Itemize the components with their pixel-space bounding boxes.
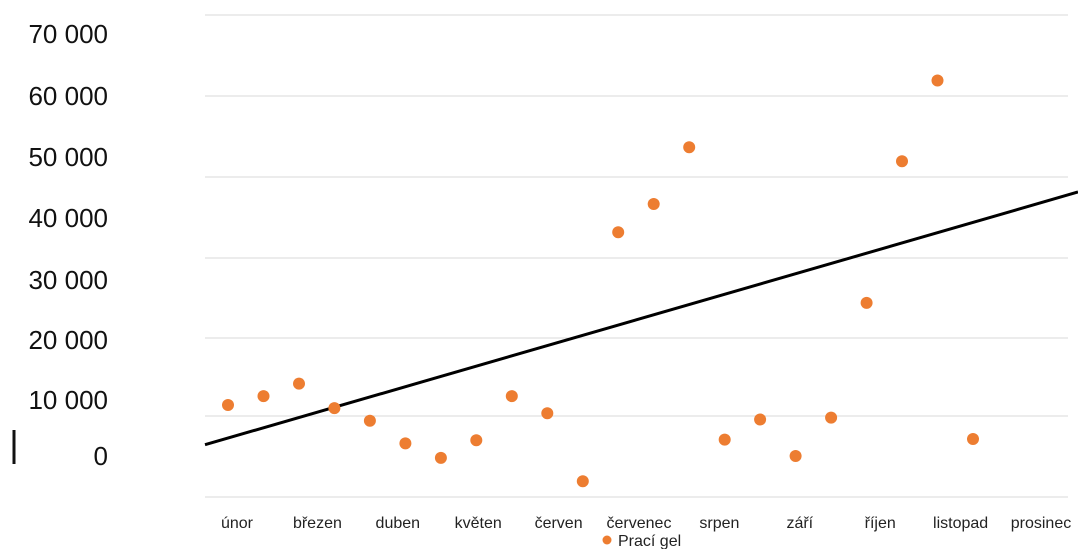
x-tick-label: květen	[455, 515, 502, 532]
y-tick-label: 10 000	[28, 385, 108, 415]
y-axis-ticks: 0 10 000 20 000 30 000 40 000 50 000 60 000 70 …	[28, 19, 108, 471]
data-point	[328, 402, 341, 415]
trendline	[204, 190, 1078, 447]
x-tick-label: listopad	[933, 515, 988, 532]
data-point	[931, 74, 944, 87]
data-point	[860, 296, 873, 309]
data-point	[789, 450, 802, 462]
x-tick-label: říjen	[865, 515, 896, 532]
y-tick-label: 20 000	[28, 325, 108, 355]
data-point	[293, 377, 305, 390]
x-tick-label: září	[786, 515, 813, 532]
data-point	[647, 198, 660, 210]
data-points	[222, 74, 979, 488]
x-tick-label: srpen	[699, 515, 739, 532]
x-tick-label: březen	[293, 515, 342, 532]
data-point	[505, 390, 518, 403]
y-tick-label: 70 000	[28, 19, 108, 49]
legend: Prací gel	[602, 533, 681, 549]
legend-marker	[602, 535, 612, 545]
data-point	[434, 451, 447, 464]
data-point	[683, 141, 696, 154]
x-tick-label: duben	[376, 515, 421, 532]
legend-label: Prací gel	[618, 533, 681, 549]
data-point	[576, 475, 589, 488]
x-tick-label: červen	[535, 515, 583, 532]
data-point	[754, 413, 767, 426]
y-tick-label: 0	[94, 441, 108, 471]
data-point	[896, 155, 908, 168]
data-point	[541, 407, 554, 420]
y-tick-label: 60 000	[28, 81, 108, 111]
x-axis-ticks: únor březen duben květen červen červenec srpen…	[221, 515, 1071, 532]
x-tick-label: prosinec	[1011, 515, 1071, 532]
trendline-group	[204, 190, 1078, 447]
data-point	[718, 433, 731, 446]
y-tick-label: 30 000	[28, 265, 108, 295]
data-point	[363, 414, 376, 427]
data-point	[257, 390, 270, 403]
data-point	[612, 226, 625, 239]
data-point	[399, 437, 412, 450]
y-tick-label: 40 000	[28, 203, 108, 233]
x-tick-label: červenec	[607, 515, 672, 532]
gridlines	[205, 14, 1068, 498]
data-point	[222, 399, 234, 411]
data-point	[967, 433, 979, 445]
x-tick-label: únor	[221, 515, 254, 532]
data-point	[825, 411, 838, 424]
y-tick-label: 50 000	[28, 142, 108, 172]
data-point	[470, 434, 483, 447]
